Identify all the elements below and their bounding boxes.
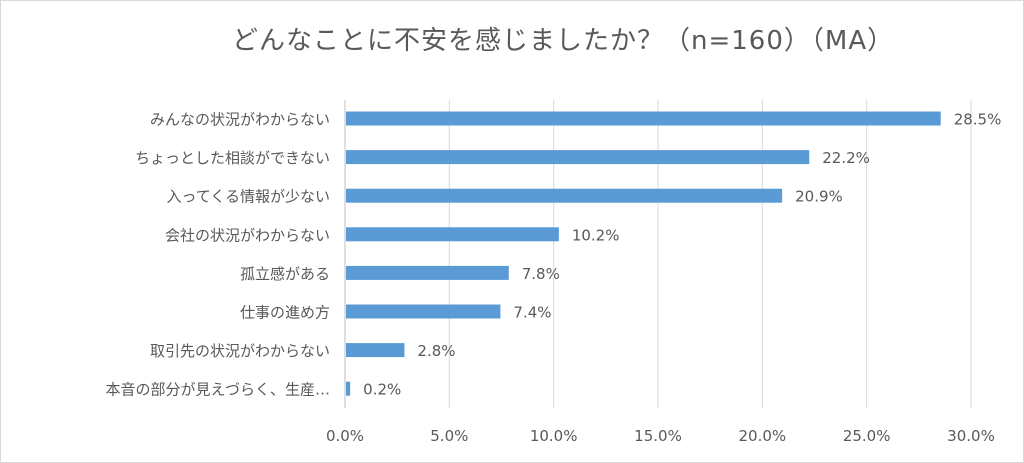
category-label: 孤立感がある: [240, 265, 330, 283]
x-tick-label: 20.0%: [739, 427, 787, 445]
bar: [346, 150, 810, 165]
bar: [346, 343, 405, 358]
bar: [346, 227, 559, 242]
category-label: みんなの状況がわからない: [150, 111, 330, 129]
data-label: 28.5%: [954, 111, 1002, 129]
chart-title: どんなことに不安を感じましたか？（n=160）（MA）: [232, 26, 895, 56]
bar: [346, 265, 509, 280]
data-label: 22.2%: [822, 149, 870, 167]
category-label: ちょっとした相談ができない: [135, 149, 330, 167]
category-label: 入ってくる情報が少ない: [166, 188, 330, 206]
x-tick-label: 0.0%: [326, 427, 364, 445]
x-tick-label: 30.0%: [947, 427, 995, 445]
x-tick-label: 15.0%: [634, 427, 682, 445]
data-label: 10.2%: [572, 226, 620, 244]
category-label: 本音の部分が見えづらく、生産…: [105, 381, 330, 399]
x-tick-label: 10.0%: [530, 427, 578, 445]
data-label: 20.9%: [795, 188, 843, 206]
category-label: 取引先の状況がわからない: [150, 342, 330, 360]
bar: [346, 188, 783, 203]
bar: [346, 111, 941, 126]
data-label: 7.8%: [522, 265, 560, 283]
category-label: 仕事の進め方: [240, 304, 330, 322]
data-label: 0.2%: [363, 381, 401, 399]
data-label: 2.8%: [417, 342, 455, 360]
category-label: 会社の状況がわからない: [165, 226, 330, 244]
bar: [346, 304, 501, 319]
bar: [346, 381, 351, 396]
x-tick-label: 25.0%: [843, 427, 891, 445]
x-tick-label: 5.0%: [430, 427, 468, 445]
data-label: 7.4%: [513, 304, 551, 322]
